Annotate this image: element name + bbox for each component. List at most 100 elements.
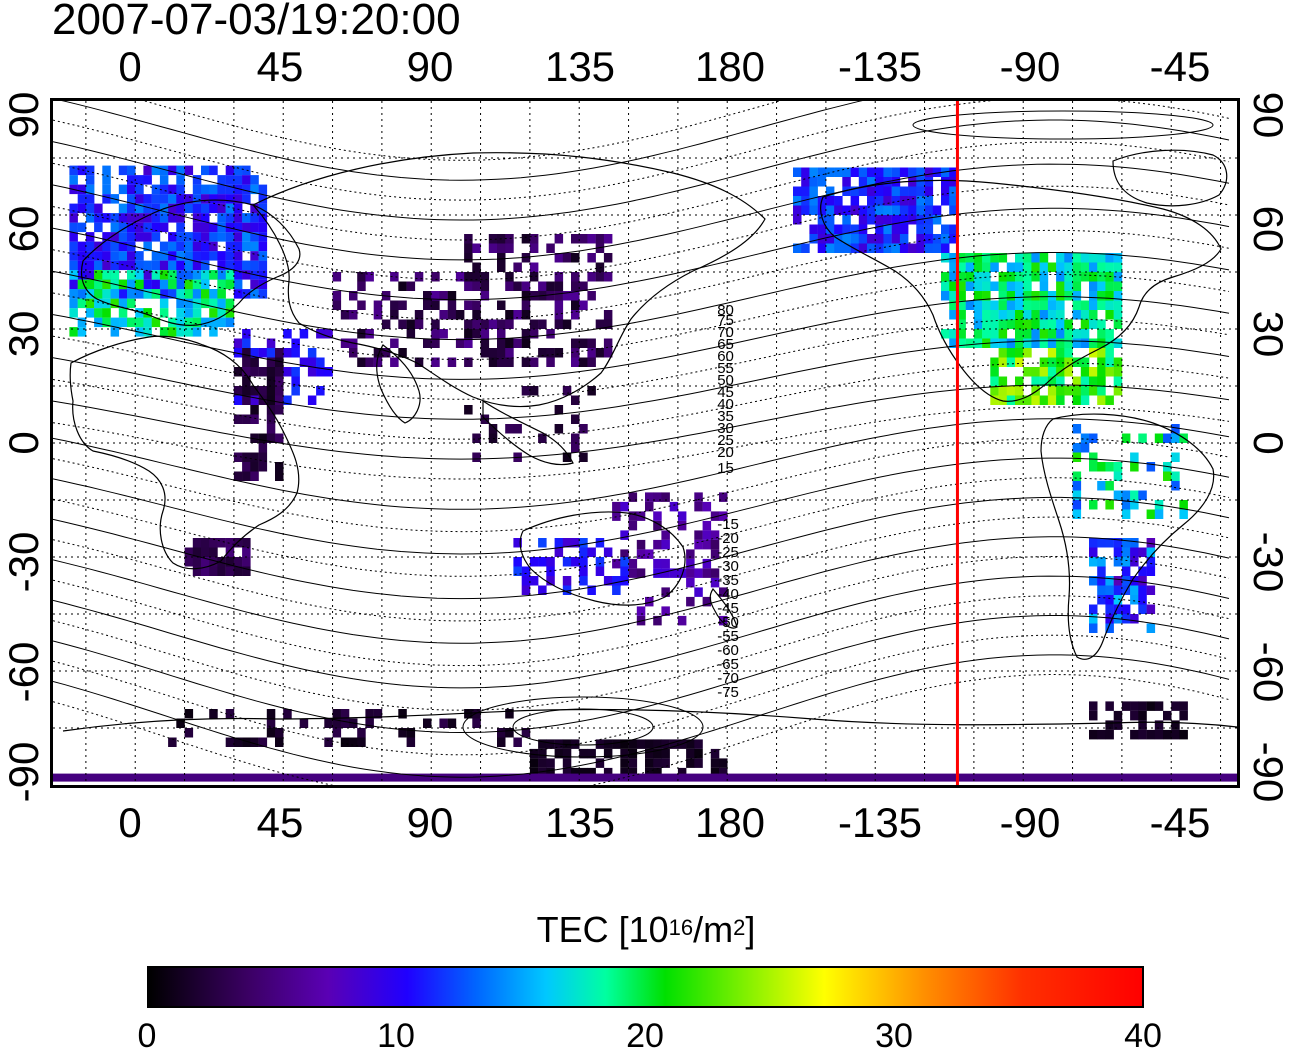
tec-cell [825, 243, 835, 253]
tec-cell [439, 291, 448, 301]
tec-cell [595, 538, 605, 548]
tec-cell [225, 232, 235, 242]
tec-cell [102, 241, 111, 252]
tec-cell [77, 222, 87, 233]
tec-cell [834, 224, 843, 234]
tec-cell [242, 538, 251, 548]
tec-cell [1023, 319, 1032, 329]
tec-cell [472, 262, 481, 272]
tec-cell [916, 186, 925, 196]
tec-cell [464, 243, 473, 253]
tec-cell [554, 547, 564, 557]
tec-cell [250, 184, 259, 195]
tec-cell [1146, 585, 1156, 595]
tec-cell [85, 298, 95, 309]
tec-cell [365, 709, 374, 719]
tec-cell [858, 243, 868, 253]
tec-cell [521, 281, 531, 291]
tec-cell [110, 251, 120, 261]
tec-cell [390, 272, 399, 282]
tec-cell [1047, 386, 1057, 396]
tec-cell [217, 184, 226, 195]
tec-cell [365, 718, 374, 728]
tec-cell [439, 310, 448, 320]
tec-cell [669, 568, 679, 578]
tec-cell [612, 576, 621, 586]
colorbar-title: TEC [1016/m2] [536, 909, 756, 950]
tec-cell [110, 289, 120, 299]
tec-cell [1121, 538, 1131, 548]
tec-cell [1056, 300, 1065, 310]
tec-cell [1023, 300, 1032, 310]
left-lat-tick: -60 [0, 641, 47, 703]
tec-cell [702, 501, 712, 512]
tec-cell [242, 395, 251, 405]
tec-cell [77, 194, 87, 204]
tec-cell [850, 196, 860, 206]
tec-cell [636, 568, 646, 578]
tec-cell [941, 196, 950, 206]
tec-cell [258, 367, 268, 377]
tec-cell [620, 530, 629, 540]
tec-cell [381, 319, 391, 329]
contour-label: -30 [717, 558, 739, 575]
tec-cell [1097, 729, 1106, 740]
tec-cell [562, 748, 572, 759]
tec-cell [571, 281, 580, 291]
tec-cell [110, 222, 120, 233]
tec-cell [1015, 329, 1024, 339]
tec-cell [579, 557, 588, 567]
tec-cell [1031, 291, 1040, 301]
tec-cell [192, 538, 202, 548]
tec-cell [949, 281, 958, 291]
tec-cell [1146, 623, 1156, 633]
tec-cell [85, 165, 95, 176]
tec-cell [1113, 462, 1123, 472]
tec-cell [875, 234, 884, 244]
magnetic-contour [53, 418, 1230, 510]
tec-cell [1105, 481, 1114, 491]
tec-cell [233, 367, 243, 377]
tec-cell [686, 549, 695, 559]
tec-cell [924, 196, 934, 206]
tec-cell [1105, 701, 1114, 711]
tec-cell [1138, 585, 1147, 595]
tec-cell [1031, 319, 1040, 329]
tec-cell [1171, 481, 1180, 491]
tec-cell [982, 300, 991, 310]
tec-cell [77, 203, 87, 214]
tec-cell [710, 539, 720, 550]
tec-cell [587, 291, 596, 301]
tec-cell [579, 338, 588, 348]
tec-cell [1113, 262, 1123, 272]
tec-cell [1105, 357, 1114, 367]
magnetic-contour [53, 516, 1230, 622]
tec-cell [957, 291, 966, 301]
tec-cell [694, 530, 703, 540]
tec-cell [332, 272, 342, 282]
tec-cell [817, 167, 827, 177]
tec-cell [529, 234, 539, 244]
tec-cell [595, 348, 605, 358]
tec-cell [719, 767, 728, 778]
tec-cell [266, 386, 276, 396]
tec-cell [159, 175, 169, 185]
tec-cell [595, 319, 605, 329]
tec-cell [69, 270, 78, 280]
tec-cell [102, 232, 111, 242]
tec-cell [1056, 272, 1065, 282]
tec-cell [554, 300, 564, 310]
tec-cell [973, 253, 983, 263]
tec-cell [233, 279, 243, 290]
contour-label: -45 [717, 600, 739, 617]
tec-cell [858, 224, 868, 234]
tec-cell [571, 414, 580, 424]
tec-cell [373, 357, 383, 367]
tec-cell [924, 215, 934, 225]
tec-cell [332, 709, 342, 719]
tec-cell [242, 557, 251, 567]
tec-cell [184, 298, 194, 309]
tec-cell [1171, 471, 1180, 481]
tec-cell [1080, 433, 1090, 443]
tec-cell [102, 251, 111, 261]
